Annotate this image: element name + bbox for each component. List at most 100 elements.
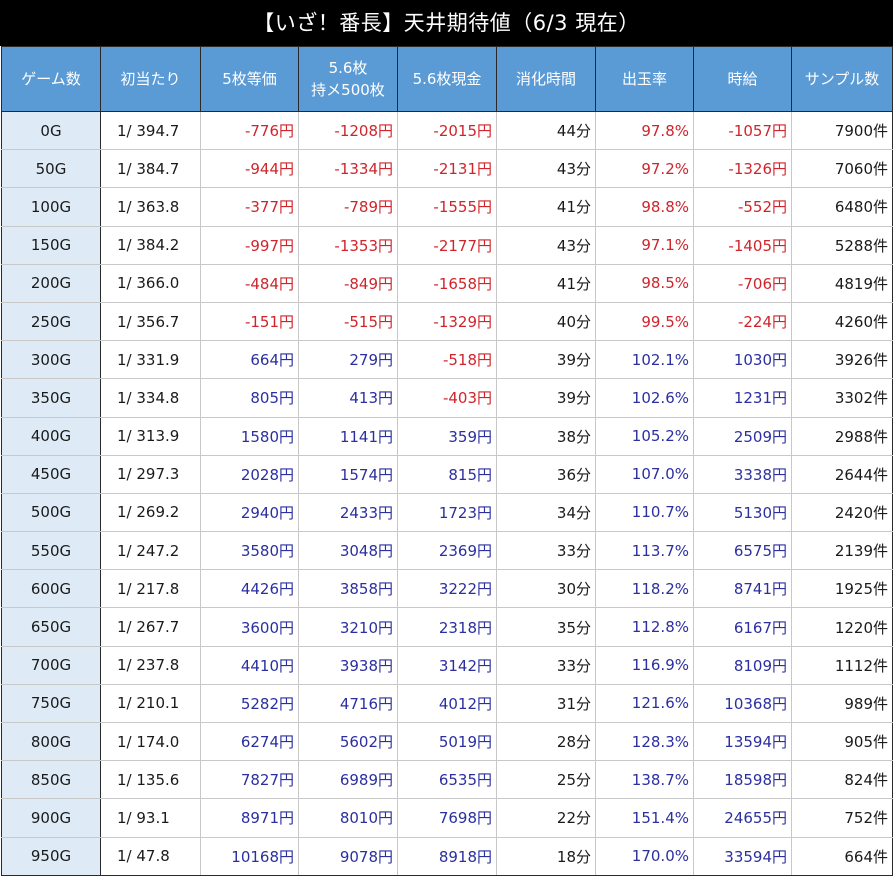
cell-payout: 105.2%: [595, 416, 694, 456]
cell-first-hit: 1/ 135.6: [100, 760, 201, 800]
cell-payout: 102.1%: [595, 340, 694, 380]
cell-game: 550G: [1, 531, 101, 571]
cell-hourly: -552円: [693, 187, 792, 227]
cell-hourly: 8109円: [693, 645, 792, 685]
table-row: 950G 1/ 47.8 10168円 9078円 8918円 18分 170.0% 3359…: [1, 836, 893, 876]
cell-ev56: 3858円: [298, 569, 398, 609]
cell-payout: 107.0%: [595, 454, 694, 494]
table-row: 200G 1/ 366.0 -484円 -849円 -1658円 41分 98.5% -706…: [1, 263, 893, 303]
cell-hourly: 1030円: [693, 340, 792, 380]
header-payout: 出玉率: [595, 46, 694, 112]
cell-ev5: -997円: [200, 225, 299, 265]
cell-game: 900G: [1, 798, 101, 838]
cell-hourly: 33594円: [693, 836, 792, 876]
cell-ev56-cash: 1723円: [397, 492, 497, 533]
cell-ev56: 2433円: [298, 492, 398, 533]
cell-game: 50G: [1, 149, 101, 189]
cell-first-hit: 1/ 217.8: [100, 569, 201, 609]
cell-time: 44分: [496, 110, 596, 151]
cell-hourly: 10368円: [693, 683, 792, 724]
cell-payout: 97.2%: [595, 149, 694, 189]
cell-game: 850G: [1, 760, 101, 800]
cell-payout: 116.9%: [595, 645, 694, 685]
cell-hourly: -1326円: [693, 149, 792, 189]
cell-ev56: 5602円: [298, 721, 398, 762]
cell-ev56: 1141円: [298, 416, 398, 456]
cell-game: 150G: [1, 225, 101, 265]
cell-payout: 112.8%: [595, 607, 694, 647]
cell-samples: 989件: [791, 683, 893, 724]
cell-ev5: 1580円: [200, 416, 299, 456]
cell-ev5: 3580円: [200, 531, 299, 571]
cell-ev56-cash: 5019円: [397, 721, 497, 762]
cell-ev56: 1574円: [298, 454, 398, 494]
cell-payout: 99.5%: [595, 301, 694, 342]
cell-hourly: 1231円: [693, 378, 792, 418]
header-hourly: 時給: [693, 46, 792, 112]
cell-ev56: 3938円: [298, 645, 398, 685]
cell-payout: 118.2%: [595, 569, 694, 609]
cell-ev5: 6274円: [200, 721, 299, 762]
cell-ev56-cash: 6535円: [397, 760, 497, 800]
cell-hourly: 8741円: [693, 569, 792, 609]
cell-hourly: 5130円: [693, 492, 792, 533]
cell-ev56-cash: -1555円: [397, 187, 497, 227]
table-row: 850G 1/ 135.6 7827円 6989円 6535円 25分 138.7% 1859…: [1, 760, 893, 800]
cell-ev56: 8010円: [298, 798, 398, 838]
cell-ev56-cash: 3222円: [397, 569, 497, 609]
cell-ev5: 4410円: [200, 645, 299, 685]
cell-ev5: -151円: [200, 301, 299, 342]
cell-ev56-cash: -2131円: [397, 149, 497, 189]
cell-hourly: -706円: [693, 263, 792, 303]
cell-ev56-cash: -518円: [397, 340, 497, 380]
cell-time: 25分: [496, 760, 596, 800]
cell-first-hit: 1/ 384.7: [100, 149, 201, 189]
page-title: 【いざ！番長】天井期待値（6/3 現在）: [0, 0, 893, 46]
table-row: 700G 1/ 237.8 4410円 3938円 3142円 33分 116.9% 8109…: [1, 645, 893, 685]
cell-ev56-cash: -403円: [397, 378, 497, 418]
cell-ev56-cash: 3142円: [397, 645, 497, 685]
table-row: 550G 1/ 247.2 3580円 3048円 2369円 33分 113.7% 6575…: [1, 531, 893, 571]
cell-ev56: 9078円: [298, 836, 398, 876]
cell-ev56: -1334円: [298, 149, 398, 189]
table-row: 50G 1/ 384.7 -944円 -1334円 -2131円 43分 97.2% -132…: [1, 149, 893, 189]
cell-samples: 3302件: [791, 378, 893, 418]
cell-time: 38分: [496, 416, 596, 456]
header-game: ゲーム数: [1, 46, 101, 112]
cell-ev56-cash: -1329円: [397, 301, 497, 342]
cell-ev56: 6989円: [298, 760, 398, 800]
header-ev56-line1: 5.6枚: [328, 59, 368, 77]
header-ev56-line2: 持メ500枚: [311, 81, 385, 99]
cell-samples: 2139件: [791, 531, 893, 571]
cell-time: 39分: [496, 340, 596, 380]
cell-ev5: -484円: [200, 263, 299, 303]
cell-ev56: 413円: [298, 378, 398, 418]
cell-ev56: 279円: [298, 340, 398, 380]
cell-game: 800G: [1, 721, 101, 762]
cell-game: 350G: [1, 378, 101, 418]
cell-samples: 2988件: [791, 416, 893, 456]
cell-payout: 98.5%: [595, 263, 694, 303]
cell-first-hit: 1/ 237.8: [100, 645, 201, 685]
cell-payout: 121.6%: [595, 683, 694, 724]
cell-ev5: 5282円: [200, 683, 299, 724]
cell-payout: 151.4%: [595, 798, 694, 838]
table-row: 600G 1/ 217.8 4426円 3858円 3222円 30分 118.2% 8741…: [1, 569, 893, 609]
cell-first-hit: 1/ 247.2: [100, 531, 201, 571]
cell-samples: 905件: [791, 721, 893, 762]
cell-time: 28分: [496, 721, 596, 762]
table-row: 450G 1/ 297.3 2028円 1574円 815円 36分 107.0% 3338円…: [1, 454, 893, 494]
header-first-hit: 初当たり: [100, 46, 201, 112]
cell-first-hit: 1/ 297.3: [100, 454, 201, 494]
cell-samples: 752件: [791, 798, 893, 838]
cell-ev5: 4426円: [200, 569, 299, 609]
cell-hourly: 3338円: [693, 454, 792, 494]
cell-game: 650G: [1, 607, 101, 647]
table-body: 0G 1/ 394.7 -776円 -1208円 -2015円 44分 97.8% -1057…: [1, 110, 893, 876]
cell-time: 41分: [496, 187, 596, 227]
cell-hourly: 6167円: [693, 607, 792, 647]
cell-first-hit: 1/ 47.8: [100, 836, 201, 876]
cell-ev56: 3210円: [298, 607, 398, 647]
cell-time: 34分: [496, 492, 596, 533]
cell-hourly: -224円: [693, 301, 792, 342]
